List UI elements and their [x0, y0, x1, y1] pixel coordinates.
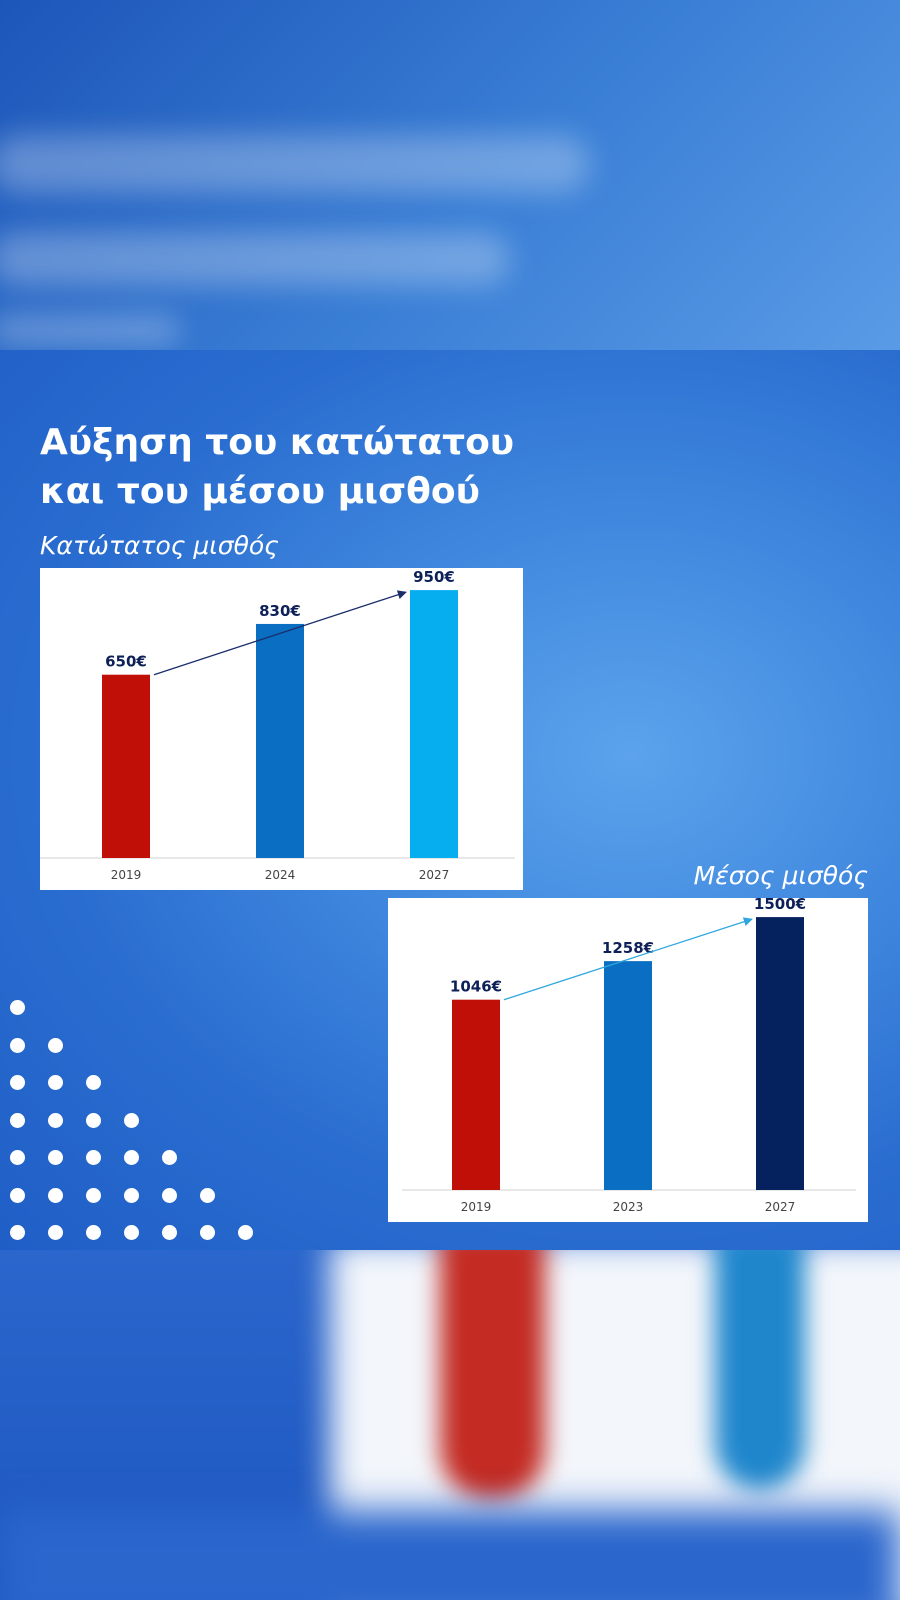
minimum-wage-chart-card: 650€ 2019 830€ 2024 950€ 2027	[40, 568, 523, 890]
decorative-dot	[238, 1225, 253, 1240]
decorative-dot	[48, 1150, 63, 1165]
decorative-dot	[200, 1187, 215, 1203]
value-label-2019: 1046€	[450, 978, 502, 996]
decorative-dot	[10, 1075, 25, 1090]
trend-arrow	[503, 917, 753, 1001]
tick-label-2019: 2019	[461, 1200, 492, 1214]
tick-label-2024: 2024	[265, 868, 296, 882]
blurred-red-bar	[440, 1250, 545, 1500]
bar-2027	[756, 917, 804, 1190]
blurred-text-line	[0, 315, 180, 345]
blurred-text-line	[0, 232, 510, 286]
decorative-dot	[10, 1112, 25, 1128]
decorative-dot	[10, 1225, 25, 1240]
tick-label-2019: 2019	[111, 868, 142, 882]
tick-label-2027: 2027	[765, 1200, 796, 1214]
decorative-dot	[48, 1187, 63, 1203]
bar-2027	[410, 590, 458, 858]
bar-2019	[102, 674, 150, 858]
decorative-dot	[10, 1000, 25, 1015]
decorative-dot	[124, 1187, 139, 1203]
decorative-dot	[124, 1225, 139, 1240]
decorative-dot	[48, 1037, 63, 1053]
decorative-dot	[48, 1225, 63, 1240]
tick-label-2027: 2027	[419, 868, 450, 882]
value-label-2019: 650€	[105, 653, 147, 671]
main-title-line-2: και του μέσου μισθού	[40, 471, 480, 512]
decorative-dot	[124, 1112, 139, 1128]
decorative-dot	[86, 1187, 101, 1203]
decorative-dot	[48, 1075, 63, 1090]
value-label-2027: 1500€	[754, 898, 806, 913]
blurred-footer-band	[0, 1250, 900, 1600]
decorative-dot	[86, 1075, 101, 1090]
average-wage-chart-card: 1046€ 2019 1258€ 2023 1500€ 2027	[388, 898, 868, 1222]
value-label-2024: 830€	[259, 602, 301, 620]
value-label-2027: 950€	[413, 568, 455, 586]
blurred-text-line	[0, 135, 590, 193]
main-title-line-1: Αύξηση του κατώτατου	[40, 422, 515, 463]
decorative-dot	[10, 1037, 25, 1053]
bar-2023	[604, 961, 652, 1190]
average-wage-chart: 1046€ 2019 1258€ 2023 1500€ 2027	[402, 898, 856, 1214]
infographic-panel: Αύξηση του κατώτατου και του μέσου μισθο…	[0, 350, 900, 1250]
decorative-dot	[86, 1150, 101, 1165]
decorative-dot	[86, 1225, 101, 1240]
bar-2024	[256, 623, 304, 858]
blurred-header-band	[0, 0, 900, 350]
minimum-wage-chart: 650€ 2019 830€ 2024 950€ 2027	[40, 568, 515, 882]
trend-arrow	[153, 590, 407, 676]
decorative-dot	[86, 1112, 101, 1128]
blurred-blue-bar	[715, 1250, 805, 1490]
minimum-wage-subtitle: Κατώτατος μισθός	[40, 531, 279, 560]
bar-2019	[452, 999, 500, 1190]
blurred-footer-shadow	[0, 1510, 900, 1600]
value-label-2023: 1258€	[602, 939, 654, 957]
decorative-dot	[162, 1150, 177, 1165]
decorative-dot	[124, 1150, 139, 1165]
main-title: Αύξηση του κατώτατου και του μέσου μισθο…	[40, 418, 640, 516]
decorative-dot	[48, 1112, 63, 1128]
tick-label-2023: 2023	[613, 1200, 644, 1214]
decorative-dot	[10, 1150, 25, 1165]
decorative-dot	[10, 1187, 25, 1203]
decorative-dot	[162, 1187, 177, 1203]
average-wage-subtitle: Μέσος μισθός	[693, 861, 868, 890]
decorative-dot	[162, 1225, 177, 1240]
decorative-dot	[200, 1225, 215, 1240]
